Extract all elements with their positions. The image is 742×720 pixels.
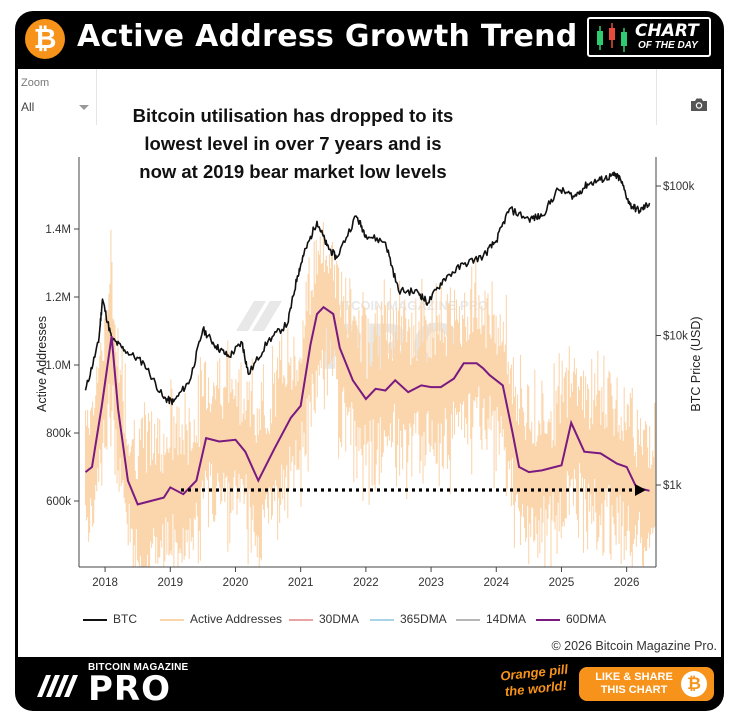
y-tick-label: 800k	[46, 428, 71, 440]
legend-swatch	[370, 619, 394, 621]
x-tick-label: 2021	[288, 577, 314, 589]
y-tick-label: 1.4M	[45, 224, 71, 236]
y2-axis-title: BTC Price (USD)	[689, 316, 703, 411]
legend-swatch	[536, 619, 560, 621]
chevron-down-icon[interactable]	[79, 105, 89, 110]
bitcoin-icon: ₿	[681, 671, 707, 697]
x-tick-label: 2023	[418, 577, 444, 589]
brand-name-small: BITCOIN MAGAZINE	[88, 662, 189, 673]
page-title: Active Address Growth Trend	[77, 19, 578, 54]
y-tick-label: 1.2M	[45, 292, 71, 304]
y2-tick-label: $100k	[663, 181, 695, 193]
legend-label: 365DMA	[400, 612, 447, 626]
bitcoin-logo-icon: ₿	[25, 19, 65, 59]
legend-label: Active Addresses	[190, 612, 283, 626]
x-tick-label: 2026	[614, 577, 640, 589]
header-bar: ₿ Active Address Growth Trend CHART OF T…	[15, 11, 724, 65]
badge-line1: CHART	[635, 21, 699, 41]
chart-area: BITCOIN MAGAZINE PRO PRO 600k800k1.0M1.2…	[35, 157, 703, 589]
legend-label: 30DMA	[319, 612, 360, 626]
y-tick-label: 1.0M	[45, 360, 71, 372]
x-tick-label: 2024	[483, 577, 509, 589]
legend-swatch	[456, 619, 480, 621]
share-button-label: LIKE & SHARE THIS CHART	[595, 671, 673, 696]
x-tick-label: 2018	[92, 577, 118, 589]
zoom-label: Zoom	[21, 77, 50, 89]
chart-card: ₿ Active Address Growth Trend CHART OF T…	[15, 11, 724, 711]
badge-line2: OF THE DAY	[638, 40, 698, 51]
chart-annotation: Bitcoin utilisation has dropped to its l…	[132, 105, 454, 182]
chart-of-the-day-badge: CHART OF THE DAY	[587, 17, 711, 57]
trend-arrow-head	[635, 484, 646, 496]
chart-panel: Zoom All BITCOIN MAGAZINE PRO PRO 600k 80…	[18, 69, 721, 657]
divider	[656, 69, 657, 125]
copyright-text: © 2026 Bitcoin Magazine Pro.	[551, 639, 717, 653]
candlestick-icon	[597, 23, 627, 52]
x-tick-label: 2020	[223, 577, 249, 589]
camera-icon[interactable]	[690, 97, 708, 112]
zoom-select[interactable]: All	[21, 100, 35, 114]
legend-label: 60DMA	[566, 612, 607, 626]
y2-tick-label: $1k	[663, 480, 682, 492]
share-button[interactable]: LIKE & SHARE THIS CHART ₿	[579, 667, 714, 701]
legend-label: 14DMA	[486, 612, 527, 626]
divider	[96, 69, 97, 125]
x-tick-label: 2022	[353, 577, 379, 589]
legend-label: BTC	[113, 612, 137, 626]
y-axis-title: Active Addresses	[35, 316, 49, 412]
legend-swatch	[83, 619, 107, 621]
y2-tick-label: $10k	[663, 331, 688, 343]
x-tick-label: 2025	[549, 577, 575, 589]
legend-swatch	[160, 619, 184, 621]
brand-logo-icon	[37, 675, 78, 697]
btc-price-line	[84, 171, 651, 406]
dma60-line	[84, 305, 650, 506]
brand-name-big: PRO	[88, 669, 172, 709]
legend-swatch	[289, 619, 313, 621]
x-tick-label: 2019	[157, 577, 183, 589]
footer-bar: BITCOIN MAGAZINE PRO Orange pill the wor…	[15, 657, 724, 711]
y-tick-label: 600k	[46, 496, 71, 508]
tagline: Orange pill the world!	[499, 661, 569, 700]
